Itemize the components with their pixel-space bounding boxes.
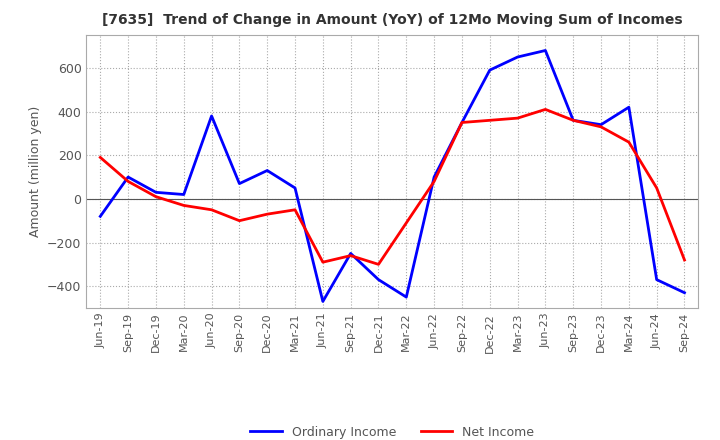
Ordinary Income <box>624 105 633 110</box>
Line: Net Income: Net Income <box>100 110 685 264</box>
Net Income <box>152 194 161 199</box>
Net Income <box>263 212 271 217</box>
Net Income <box>430 179 438 184</box>
Ordinary Income <box>374 277 383 282</box>
Ordinary Income <box>680 290 689 295</box>
Net Income <box>96 155 104 160</box>
Net Income <box>680 257 689 263</box>
Ordinary Income <box>541 48 550 53</box>
Net Income <box>624 139 633 145</box>
Ordinary Income <box>485 67 494 73</box>
Ordinary Income <box>652 277 661 282</box>
Ordinary Income <box>458 120 467 125</box>
Ordinary Income <box>346 251 355 256</box>
Net Income <box>207 207 216 213</box>
Net Income <box>374 262 383 267</box>
Ordinary Income <box>124 174 132 180</box>
Y-axis label: Amount (million yen): Amount (million yen) <box>29 106 42 237</box>
Ordinary Income <box>179 192 188 197</box>
Net Income <box>318 260 327 265</box>
Ordinary Income <box>291 185 300 191</box>
Legend: Ordinary Income, Net Income: Ordinary Income, Net Income <box>246 421 539 440</box>
Ordinary Income <box>597 122 606 127</box>
Ordinary Income <box>402 294 410 300</box>
Net Income <box>652 185 661 191</box>
Ordinary Income <box>152 190 161 195</box>
Net Income <box>458 120 467 125</box>
Net Income <box>291 207 300 213</box>
Net Income <box>402 220 410 226</box>
Net Income <box>124 179 132 184</box>
Line: Ordinary Income: Ordinary Income <box>100 51 685 301</box>
Net Income <box>541 107 550 112</box>
Net Income <box>179 203 188 208</box>
Net Income <box>513 115 522 121</box>
Net Income <box>485 117 494 123</box>
Ordinary Income <box>235 181 243 186</box>
Net Income <box>597 124 606 129</box>
Net Income <box>346 253 355 258</box>
Ordinary Income <box>207 114 216 119</box>
Title: [7635]  Trend of Change in Amount (YoY) of 12Mo Moving Sum of Incomes: [7635] Trend of Change in Amount (YoY) o… <box>102 13 683 27</box>
Ordinary Income <box>96 214 104 219</box>
Ordinary Income <box>430 174 438 180</box>
Net Income <box>569 117 577 123</box>
Ordinary Income <box>513 55 522 60</box>
Net Income <box>235 218 243 224</box>
Ordinary Income <box>263 168 271 173</box>
Ordinary Income <box>569 117 577 123</box>
Ordinary Income <box>318 299 327 304</box>
